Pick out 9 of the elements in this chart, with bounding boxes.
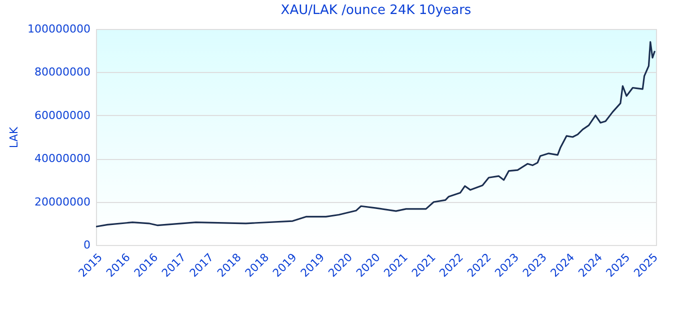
- y-tick-label: 60000000: [34, 108, 90, 122]
- y-tick-label: 80000000: [34, 66, 90, 79]
- y-tick-label: 0: [84, 238, 90, 252]
- y-tick-label: 20000000: [34, 195, 90, 208]
- chart-title: XAU/LAK /ounce 24K 10years: [280, 3, 472, 18]
- y-tick-label: 40000000: [34, 152, 90, 166]
- y-tick-label: 100000000: [28, 22, 90, 36]
- line-series: [96, 41, 656, 228]
- y-axis-title: LAK: [8, 126, 21, 148]
